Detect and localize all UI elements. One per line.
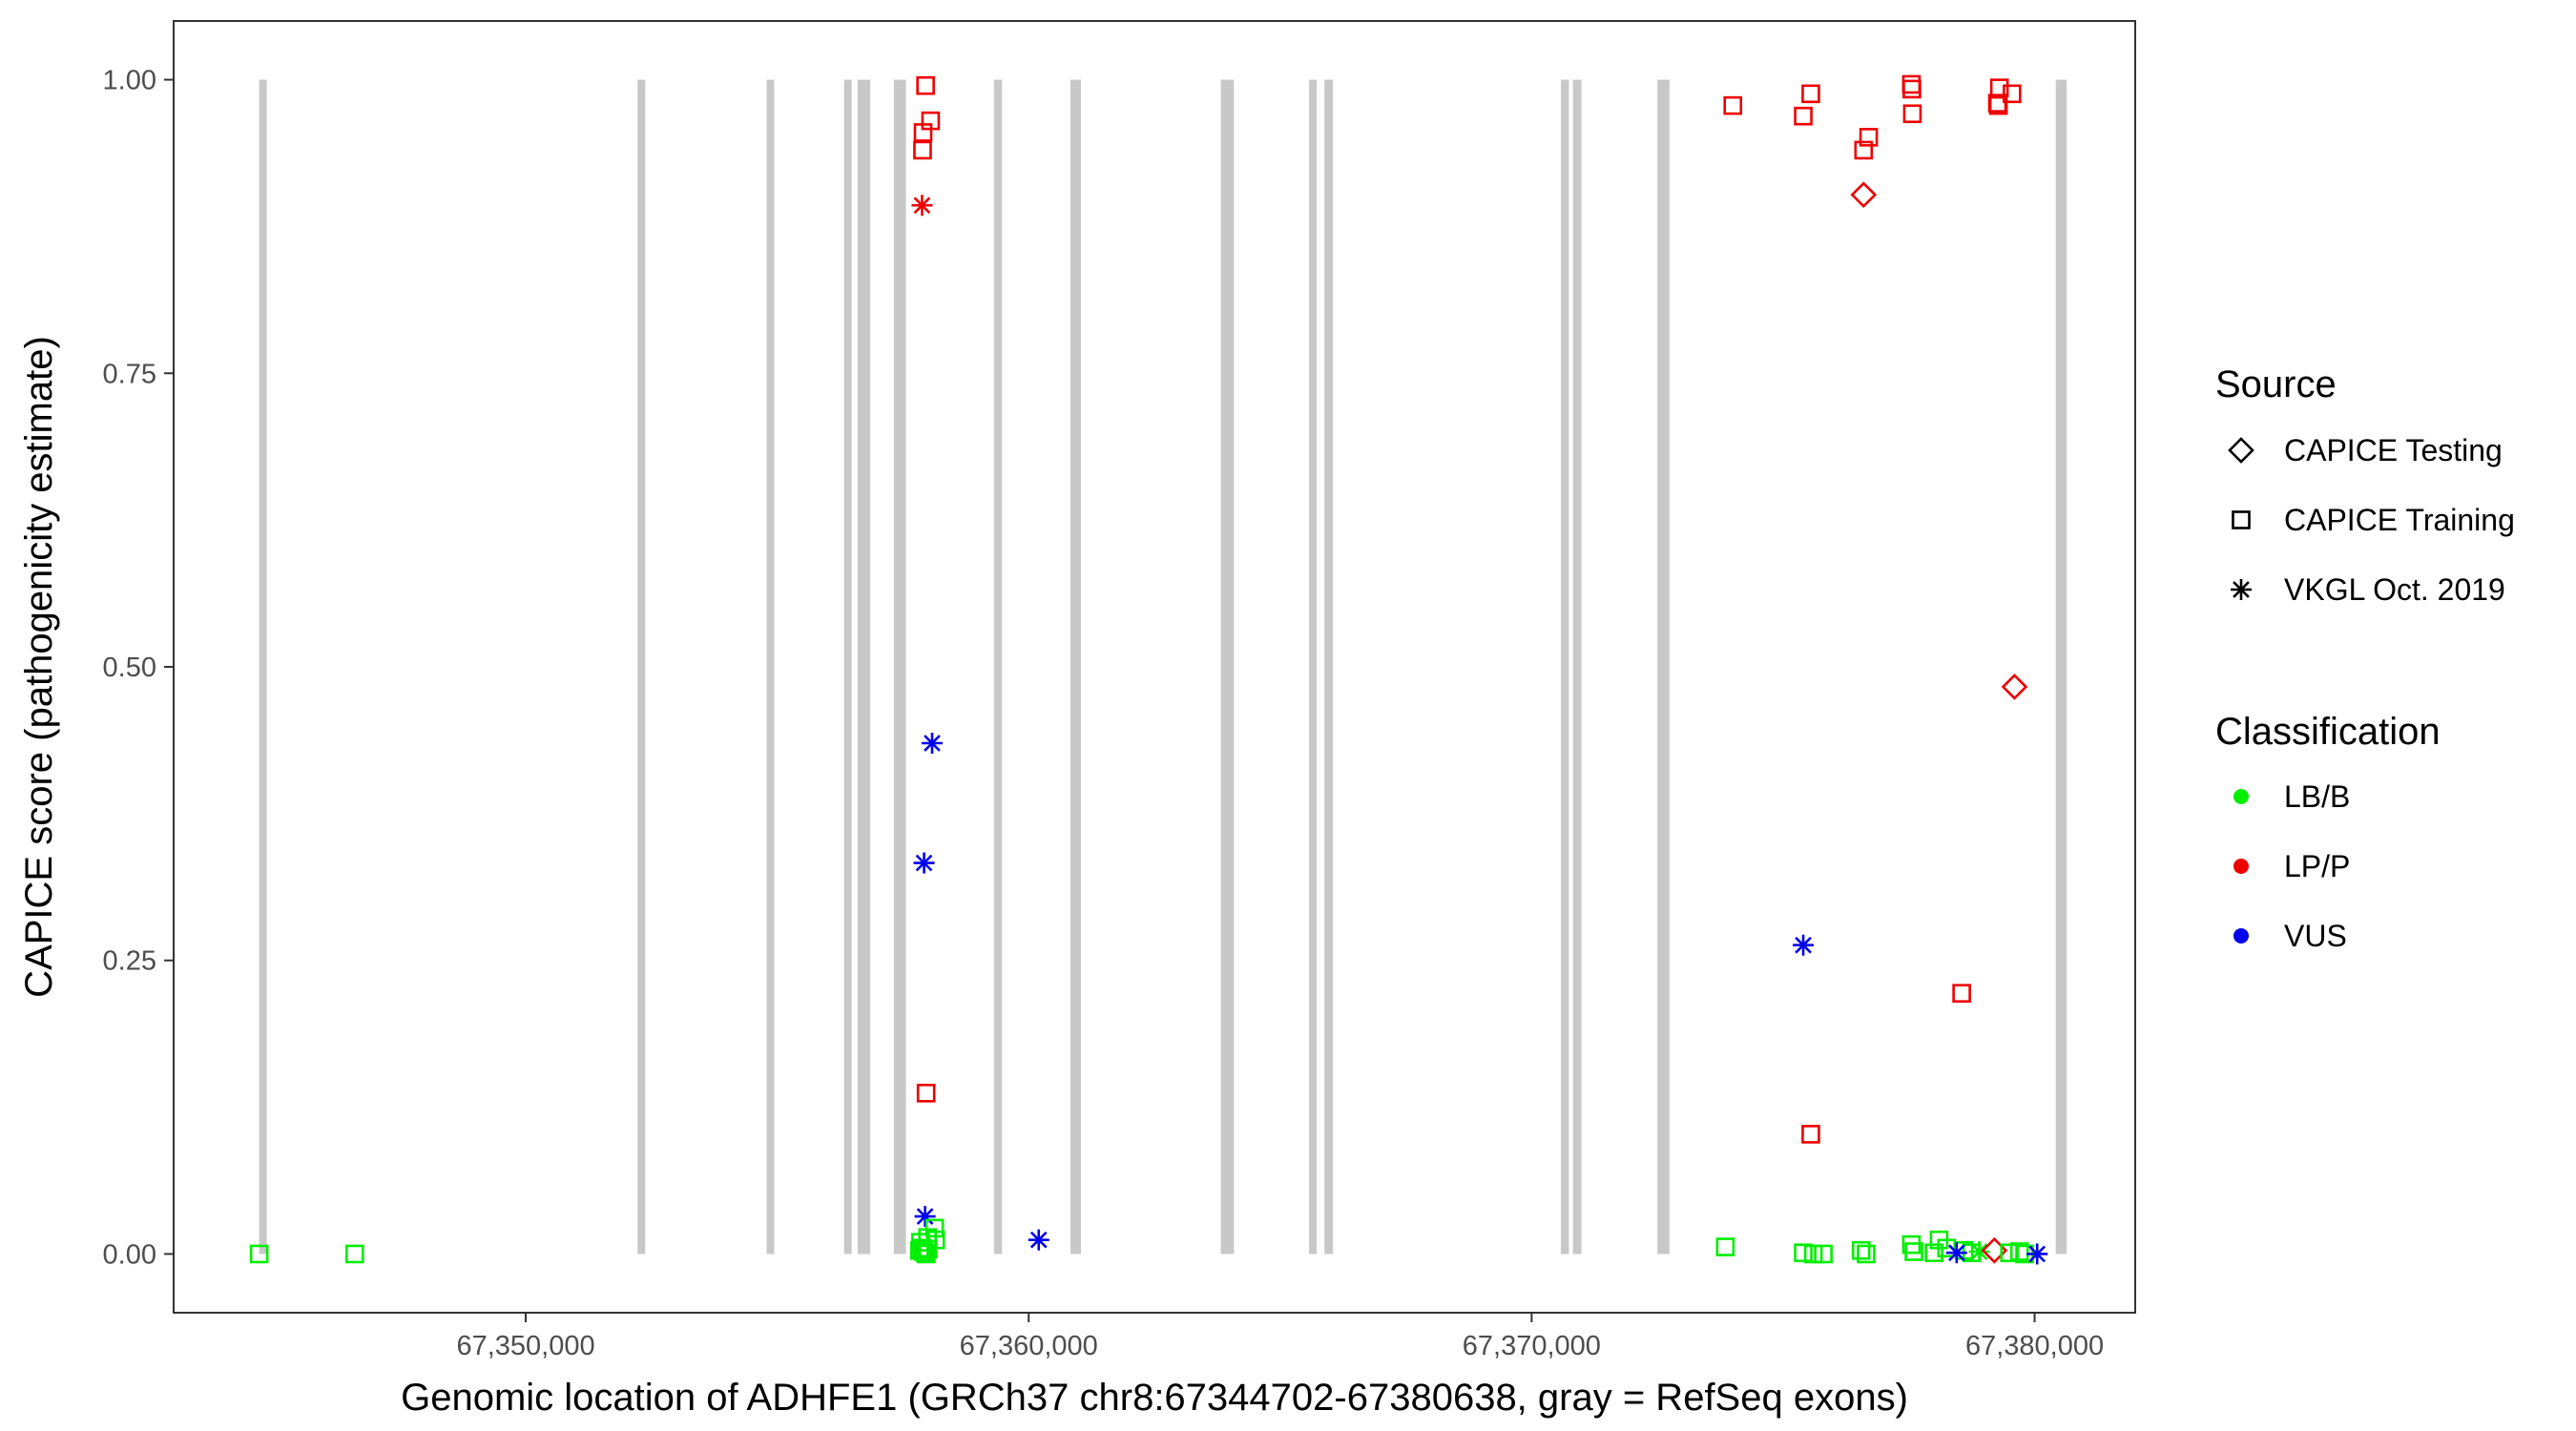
exon-layer bbox=[259, 79, 2067, 1255]
data-point bbox=[1857, 1244, 1876, 1264]
legend-source-title: Source bbox=[2215, 363, 2337, 405]
legend-label-training: CAPICE Training bbox=[2284, 503, 2515, 537]
data-point bbox=[1924, 1243, 1943, 1263]
data-point bbox=[921, 733, 943, 755]
point-layer bbox=[249, 74, 2048, 1265]
data-point bbox=[1854, 140, 1874, 160]
data-point bbox=[1794, 106, 1813, 126]
exon-bar bbox=[857, 79, 871, 1255]
legend-class-title: Classification bbox=[2215, 711, 2441, 753]
data-point bbox=[2026, 1243, 2048, 1265]
x-tick-label: 67,370,000 bbox=[1463, 1331, 1601, 1361]
data-point bbox=[1803, 1244, 1823, 1264]
legend-label-lpp: LP/P bbox=[2284, 849, 2350, 883]
data-point bbox=[1988, 95, 2008, 115]
data-point bbox=[1801, 1125, 1820, 1144]
data-point bbox=[1851, 1240, 1871, 1260]
exon-bar bbox=[893, 79, 906, 1255]
data-point bbox=[1902, 79, 1922, 99]
legend-key-vkgl bbox=[2231, 579, 2252, 600]
data-point bbox=[911, 195, 933, 217]
data-point bbox=[1952, 984, 1971, 1003]
legend-key-testing bbox=[2228, 437, 2254, 464]
data-point bbox=[918, 1239, 938, 1259]
legend-class-items: LB/B LP/P VUS bbox=[2233, 779, 2350, 953]
data-point bbox=[916, 1244, 936, 1264]
data-point bbox=[1814, 1244, 1833, 1264]
exon-bar bbox=[1220, 79, 1235, 1255]
y-axis-title: CAPICE score (pathogenicity estimate) bbox=[18, 336, 60, 998]
data-point bbox=[2009, 1242, 2029, 1261]
legend-source-items: CAPICE Testing CAPICE Training VKGL Oct. 2… bbox=[2228, 433, 2515, 607]
y-tick-label: 0.25 bbox=[103, 946, 156, 977]
exon-bar bbox=[1657, 79, 1670, 1255]
data-point bbox=[1968, 1240, 1990, 1262]
exon-bar bbox=[2055, 79, 2067, 1255]
data-point bbox=[2001, 674, 2028, 700]
exon-bar bbox=[1309, 79, 1318, 1255]
legend-label-lbb: LB/B bbox=[2284, 779, 2350, 814]
exon-bar bbox=[843, 79, 852, 1255]
data-point bbox=[1801, 84, 1820, 104]
data-point bbox=[1793, 934, 1815, 956]
data-point bbox=[1945, 1242, 1967, 1264]
data-point bbox=[1794, 1243, 1813, 1263]
data-point bbox=[921, 111, 941, 131]
exon-bar bbox=[637, 79, 646, 1255]
exon-bar bbox=[993, 79, 1003, 1255]
y-tick-label: 1.00 bbox=[103, 66, 156, 96]
y-tick-label: 0.75 bbox=[103, 359, 156, 389]
x-axis-title: Genomic location of ADHFE1 (GRCh37 chr8:… bbox=[401, 1377, 1908, 1419]
data-point bbox=[1723, 95, 1743, 115]
legend-label-testing: CAPICE Testing bbox=[2284, 433, 2503, 467]
x-axis: 67,350,000 67,360,000 67,370,000 67,380,000 bbox=[456, 1313, 2104, 1361]
x-tick-label: 67,380,000 bbox=[1965, 1331, 2104, 1361]
y-tick-label: 0.50 bbox=[103, 653, 156, 683]
exon-bar bbox=[1560, 79, 1569, 1255]
data-point bbox=[249, 1244, 269, 1264]
data-point bbox=[1859, 128, 1879, 147]
data-point bbox=[1902, 104, 1922, 124]
legend-label-vkgl: VKGL Oct. 2019 bbox=[2284, 572, 2505, 607]
y-tick-label: 0.00 bbox=[103, 1239, 156, 1270]
x-tick-label: 67,350,000 bbox=[456, 1331, 594, 1361]
exon-bar bbox=[1324, 79, 1334, 1255]
data-point bbox=[913, 140, 932, 160]
legend-key-training bbox=[2232, 510, 2251, 529]
legend-key-lbb bbox=[2233, 789, 2249, 804]
legend-label-vus: VUS bbox=[2284, 919, 2347, 953]
plot-panel-border bbox=[173, 20, 2136, 1314]
data-point bbox=[2003, 84, 2022, 104]
data-point bbox=[916, 1084, 936, 1103]
data-point bbox=[916, 75, 935, 95]
data-point bbox=[1904, 1242, 1923, 1261]
data-point bbox=[913, 852, 935, 874]
data-point bbox=[1901, 74, 1922, 94]
exon-bar bbox=[259, 79, 267, 1255]
legend-key-vus bbox=[2233, 928, 2249, 944]
data-point bbox=[914, 1206, 936, 1228]
y-axis: 0.00 0.25 0.50 0.75 1.00 bbox=[103, 66, 174, 1270]
exon-bar bbox=[766, 79, 775, 1255]
data-point bbox=[1715, 1237, 1735, 1256]
data-point bbox=[1850, 181, 1878, 209]
exon-bar bbox=[1070, 79, 1082, 1255]
data-point bbox=[344, 1244, 364, 1264]
data-point bbox=[1028, 1229, 1049, 1251]
legend-key-lpp bbox=[2233, 859, 2249, 874]
exon-bar bbox=[1572, 79, 1582, 1255]
data-point bbox=[1937, 1238, 1957, 1258]
legend: Source CAPICE Testing CAPICE Training VKGL… bbox=[2215, 363, 2515, 953]
x-tick-label: 67,360,000 bbox=[960, 1331, 1098, 1361]
